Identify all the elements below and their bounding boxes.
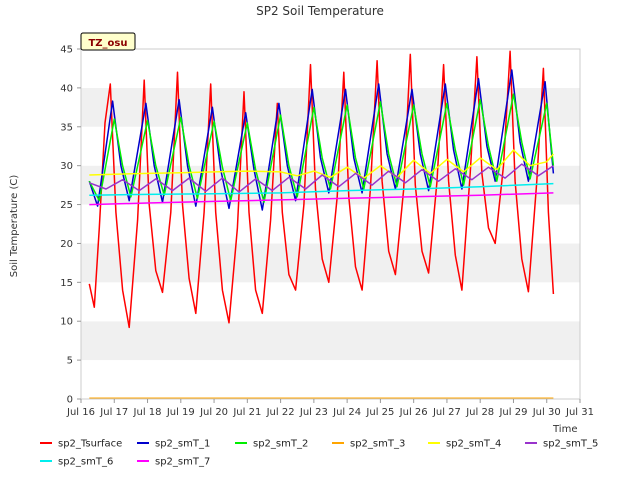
x-tick-label: Jul 25: [365, 407, 394, 418]
legend: sp2_Tsurface sp2_smT_1 sp2_smT_2 sp2_smT_3 s…: [40, 439, 598, 468]
x-tick-label: Jul 24: [332, 407, 361, 418]
legend-item-sp2-smT-6: sp2_smT_6: [40, 457, 113, 468]
y-tick-label: 20: [60, 239, 73, 250]
series-line-sp2-smT-7: [89, 192, 554, 206]
series-line-sp2-smT-5: [89, 163, 554, 193]
y-axis-label: Soil Temperature (C): [9, 175, 20, 278]
x-tick-label: Jul 21: [232, 407, 261, 418]
series-line-sp2-smT-6: [89, 182, 554, 196]
legend-item-sp2-smT-5: sp2_smT_5: [525, 439, 598, 450]
y-tick-label: 30: [60, 161, 73, 172]
legend-item-sp2-Tsurface: sp2_Tsurface: [40, 439, 122, 450]
y-tick-label: 40: [60, 83, 73, 94]
legend-label: sp2_smT_7: [155, 457, 210, 468]
plot-band: [81, 49, 580, 88]
x-tick-label: Jul 29: [498, 407, 527, 418]
legend-item-sp2-smT-1: sp2_smT_1: [137, 439, 210, 450]
x-tick-label: Jul 27: [432, 407, 461, 418]
y-tick-label: 0: [67, 395, 73, 406]
x-tick-label: Jul 19: [166, 407, 195, 418]
legend-item-sp2-smT-4: sp2_smT_4: [428, 439, 501, 450]
legend-item-sp2-smT-7: sp2_smT_7: [137, 457, 210, 468]
plot-band: [81, 282, 580, 322]
x-tick-label: Jul 18: [133, 407, 162, 418]
plot-background-bands: [81, 49, 580, 399]
plot-band: [81, 87, 580, 127]
station-tag-box: [80, 32, 136, 51]
series-line-sp2-smT-2: [88, 93, 555, 203]
legend-label: sp2_smT_5: [543, 439, 598, 450]
legend-item-sp2-smT-3: sp2_smT_3: [332, 439, 405, 450]
plot-frame: [80, 48, 581, 400]
station-tag-label: TZ_osu: [88, 38, 127, 49]
x-tick-label: Jul 23: [299, 407, 328, 418]
legend-label: sp2_smT_6: [58, 457, 113, 468]
y-tick-label: 25: [60, 200, 73, 211]
legend-label: sp2_Tsurface: [58, 439, 122, 450]
legend-label: sp2_smT_4: [446, 439, 501, 450]
series-layer: [88, 50, 555, 399]
station-tag: TZ_osu: [80, 32, 136, 51]
plot-band: [81, 321, 580, 361]
x-tick-label: Jul 28: [465, 407, 494, 418]
x-axis-ticks: Jul 16 Jul 17 Jul 18 Jul 19 Jul 20 Jul 21 Jul …: [66, 399, 594, 418]
legend-label: sp2_smT_1: [155, 439, 210, 450]
legend-label: sp2_smT_3: [350, 439, 405, 450]
x-tick-label: Jul 16: [66, 407, 95, 418]
y-tick-label: 35: [60, 122, 73, 133]
plot-band: [81, 204, 580, 244]
x-tick-label: Jul 22: [266, 407, 295, 418]
y-tick-label: 5: [67, 356, 73, 367]
series-line-sp2-smT-4: [89, 149, 554, 179]
y-tick-label: 45: [60, 45, 73, 56]
x-tick-label: Jul 20: [199, 407, 228, 418]
chart-title: SP2 Soil Temperature: [256, 4, 384, 18]
x-tick-label: Jul 31: [565, 407, 594, 418]
y-axis-ticks: 0 5 10 15 20 25 30 35 40 45: [60, 45, 81, 406]
x-tick-label: Jul 17: [99, 407, 128, 418]
legend-label: sp2_smT_2: [253, 439, 308, 450]
plot-band: [81, 360, 580, 399]
plot-band: [81, 126, 580, 166]
series-line-sp2-Tsurface: [88, 50, 555, 329]
y-tick-label: 15: [60, 278, 73, 289]
x-tick-label: Jul 26: [399, 407, 428, 418]
x-axis-label: Time: [552, 424, 577, 435]
y-tick-label: 10: [60, 317, 73, 328]
legend-item-sp2-smT-2: sp2_smT_2: [235, 439, 308, 450]
x-tick-label: Jul 30: [532, 407, 561, 418]
